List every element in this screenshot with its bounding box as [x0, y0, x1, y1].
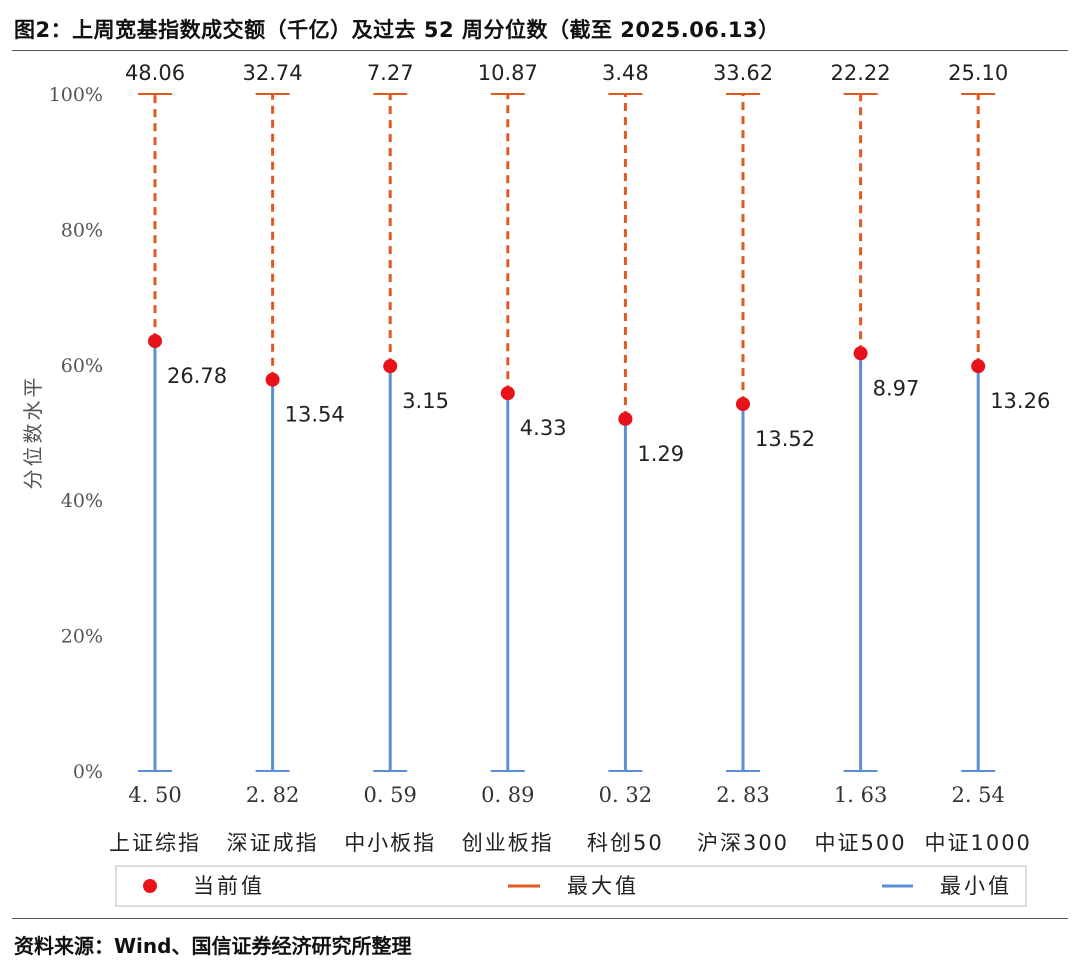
min-value-label: 0. 59	[363, 783, 416, 807]
min-value-label: 2. 83	[716, 783, 769, 807]
chart: 0% 20% 40% 60% 80% 100% 分位数水平 48.06 26.78 4. 50…	[21, 61, 1050, 907]
current-point	[383, 359, 398, 374]
current-value-label: 1.29	[637, 442, 684, 466]
category-label: 沪深300	[697, 831, 789, 855]
max-value-label: 48.06	[125, 61, 185, 85]
max-value-label: 25.10	[948, 61, 1008, 85]
y-tick-label: 20%	[61, 626, 103, 648]
current-value-label: 13.52	[755, 427, 815, 451]
max-value-label: 32.74	[243, 61, 303, 85]
max-value-label: 7.27	[367, 61, 414, 85]
y-tick-label: 80%	[61, 219, 103, 241]
current-point	[736, 397, 750, 412]
y-tick-label: 60%	[61, 355, 103, 377]
current-point	[618, 411, 633, 426]
min-value-label: 4. 50	[128, 783, 181, 807]
source-rule	[12, 918, 1068, 919]
current-value-label: 8.97	[873, 376, 920, 400]
y-axis: 0% 20% 40% 60% 80% 100%	[49, 84, 103, 783]
min-value-label: 2. 82	[246, 783, 299, 807]
category-label: 上证综指	[109, 831, 201, 855]
series-group: 48.06 26.78 4. 50 32.74 13.54 2. 82 7.27 3.15 0.…	[125, 61, 1050, 807]
y-axis-label: 分位数水平	[21, 375, 45, 490]
max-value-label: 3.48	[602, 61, 649, 85]
min-value-label: 2. 54	[951, 783, 1004, 807]
y-tick-label: 0%	[73, 761, 103, 783]
max-value-label: 22.22	[831, 61, 891, 85]
min-value-label: 0. 32	[599, 783, 652, 807]
category-label: 中证1000	[924, 831, 1031, 855]
y-tick-label: 40%	[61, 490, 103, 512]
category-label: 中证500	[815, 831, 907, 855]
current-point	[148, 334, 162, 349]
current-point	[500, 386, 515, 401]
max-value-label: 33.62	[713, 61, 773, 85]
category-label: 深证成指	[227, 831, 319, 855]
current-point	[265, 372, 280, 387]
min-value-label: 0. 89	[481, 783, 534, 807]
title-rule	[12, 50, 1068, 51]
legend: 当前值 最大值 最小值	[115, 865, 1027, 907]
current-value-label: 13.26	[990, 389, 1050, 413]
legend-box	[115, 865, 1027, 907]
figure-title: 图2：上周宽基指数成交额（千亿）及过去 52 周分位数（截至 2025.06.1…	[14, 18, 780, 42]
category-labels: 上证综指 深证成指 中小板指 创业板指 科创50 沪深300 中证500 中证1000	[109, 831, 1031, 855]
legend-max-label: 最大值	[567, 874, 639, 898]
current-point	[853, 346, 868, 361]
current-point	[971, 359, 986, 374]
source-note: 资料来源：Wind、国信证券经济研究所整理	[14, 934, 412, 958]
y-tick-label: 100%	[49, 84, 103, 106]
legend-current-label: 当前值	[193, 874, 265, 898]
category-label: 中小板指	[344, 831, 436, 855]
current-value-label: 26.78	[167, 364, 227, 388]
category-label: 科创50	[587, 831, 664, 855]
max-value-label: 10.87	[478, 61, 538, 85]
legend-current-marker	[143, 879, 157, 893]
current-value-label: 13.54	[285, 403, 345, 427]
current-value-label: 3.15	[402, 389, 449, 413]
current-value-label: 4.33	[520, 416, 567, 440]
min-value-label: 1. 63	[834, 783, 887, 807]
legend-min-label: 最小值	[940, 874, 1012, 898]
category-label: 创业板指	[462, 831, 554, 855]
